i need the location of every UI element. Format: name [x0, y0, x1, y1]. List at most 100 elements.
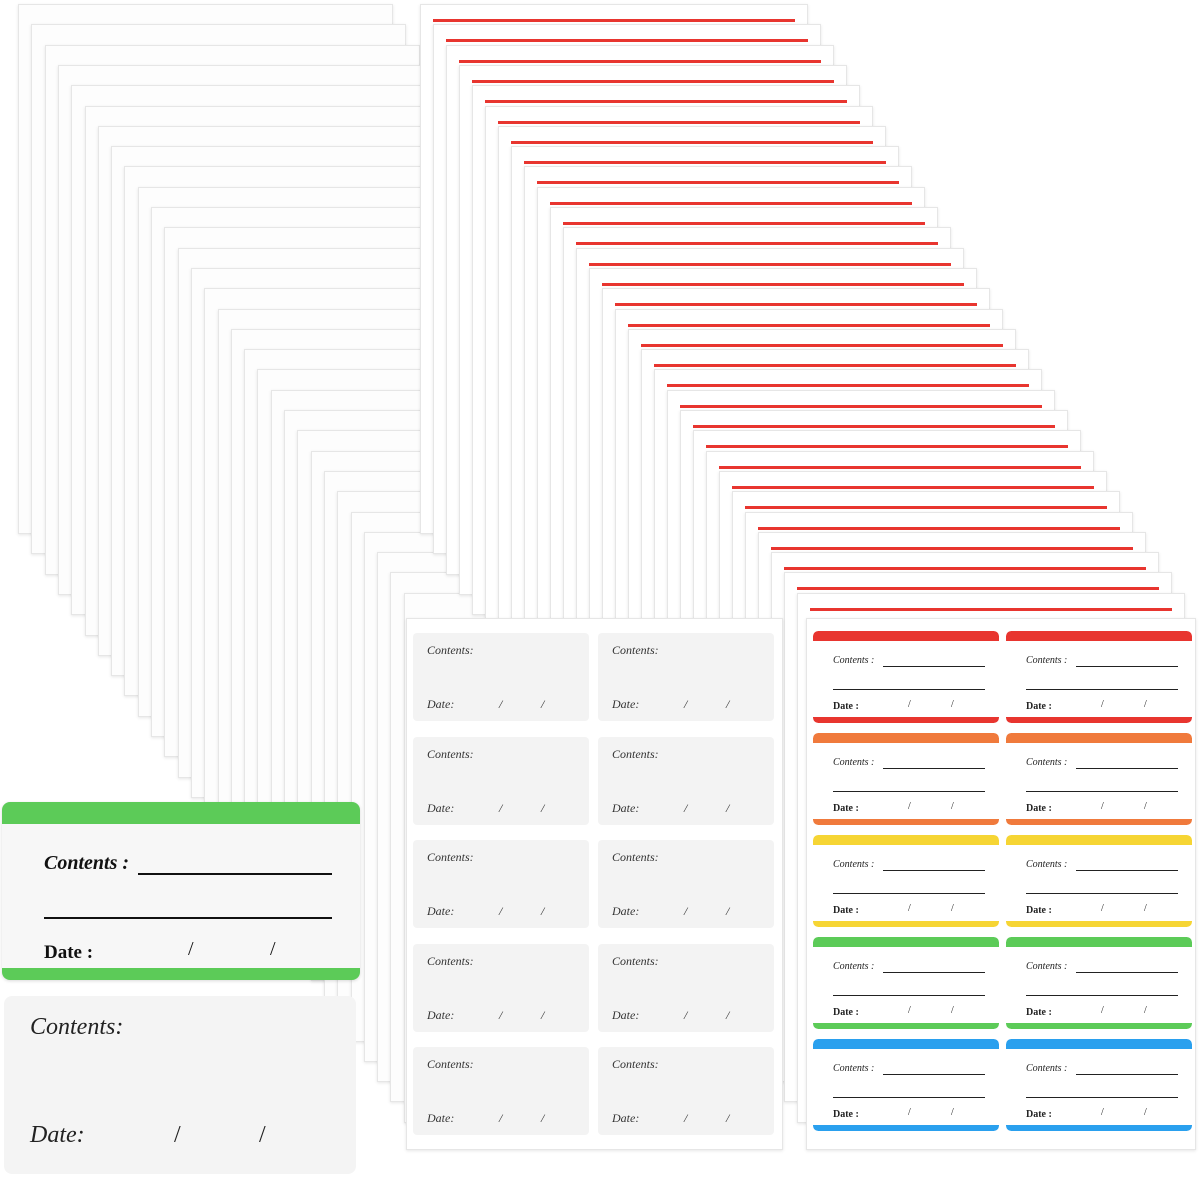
date-slash: / — [499, 800, 503, 815]
red-label-edge — [498, 120, 860, 124]
red-label-edge — [459, 59, 821, 63]
green-label-top-band — [2, 802, 360, 824]
contents-text: Contents: — [612, 953, 659, 968]
green-label: Contents : Date : / / — [1006, 937, 1192, 1029]
red-label-edge — [563, 222, 925, 225]
date-slash: / — [1101, 1005, 1104, 1016]
date-slash: / — [908, 699, 911, 710]
contents-text: Contents: — [427, 1057, 474, 1071]
second-line — [1026, 1097, 1178, 1098]
red-label-edge — [758, 526, 1120, 530]
red-label-edge — [719, 465, 1081, 469]
contents-line — [883, 666, 985, 667]
red-label-edge — [615, 303, 977, 307]
date-slash: / — [499, 1007, 503, 1022]
contents-line — [1076, 972, 1178, 973]
date-slash: / — [499, 1111, 503, 1125]
red-label-edge — [511, 140, 873, 144]
date-row: Date: / / — [612, 904, 729, 919]
contents-line — [883, 768, 985, 769]
date-text: Date: — [612, 904, 640, 918]
date-slash: / — [908, 1107, 911, 1118]
date-text: Date : — [833, 1007, 859, 1018]
date-slash: / — [908, 1005, 911, 1016]
red-label-edge — [745, 506, 1107, 510]
red-label-edge — [810, 607, 1172, 611]
contents-text: Contents : — [1026, 1063, 1068, 1074]
yellow-label-bottom-band — [1006, 921, 1192, 927]
date-slash: / — [1101, 699, 1104, 710]
red-label-edge — [550, 201, 912, 205]
date-slash: / — [1144, 801, 1147, 812]
date-slash: / — [1144, 699, 1147, 710]
green-label-bottom-band — [1006, 1023, 1192, 1029]
orange-label-top-band — [1006, 733, 1192, 743]
date-text: Date : — [1026, 1109, 1052, 1120]
yellow-label-top-band — [1006, 835, 1192, 845]
contents-text: Contents : — [833, 757, 875, 768]
red-label-edge — [641, 343, 1003, 347]
date-slash: / — [499, 904, 503, 918]
contents-text: Contents : — [833, 1063, 875, 1074]
red-label: Contents : Date : / / — [813, 631, 999, 723]
yellow-label: Contents : Date : / / — [1006, 835, 1192, 927]
second-line — [833, 893, 985, 894]
date-row: Date: / / — [427, 697, 544, 712]
contents-text: Contents: — [612, 746, 659, 761]
red-label-edge — [472, 79, 834, 83]
date-slash: / — [1144, 1107, 1147, 1118]
contents-text: Contents: — [612, 1057, 659, 1071]
red-label-edge — [576, 242, 938, 246]
red-label-edge — [485, 100, 847, 104]
date-text: Date : — [833, 1109, 859, 1120]
contents-text: Contents: — [612, 643, 659, 657]
date-text: Date: — [427, 904, 455, 918]
second-line — [833, 995, 985, 996]
date-slash: / — [726, 697, 730, 711]
green-label-contents-line — [138, 873, 332, 875]
contents-line — [1076, 768, 1178, 769]
green-label-top-band — [813, 937, 999, 947]
date-text: Date : — [1026, 701, 1052, 712]
date-slash: / — [541, 800, 545, 815]
contents-text: Contents: — [612, 850, 659, 864]
second-line — [1026, 893, 1178, 894]
contents-line — [1076, 1074, 1178, 1075]
date-text: Date: — [427, 1007, 455, 1022]
date-slash: / — [951, 903, 954, 914]
date-text: Date: — [427, 800, 455, 815]
date-row: Date: / / — [612, 697, 729, 712]
red-label: Contents : Date : / / — [1006, 631, 1192, 723]
contents-text: Contents : — [1026, 757, 1068, 768]
front-color-label-sheet: Contents : Date : / / Contents : Date : / / Cont… — [806, 618, 1196, 1150]
second-line — [833, 1097, 985, 1098]
red-label-edge — [537, 181, 899, 185]
date-text: Date : — [833, 905, 859, 916]
green-label-bottom-band — [813, 1023, 999, 1029]
date-text: Date : — [1026, 905, 1052, 916]
date-slash: / — [684, 1111, 688, 1125]
blue-label-bottom-band — [813, 1125, 999, 1131]
red-label-edge — [797, 587, 1159, 591]
green-label-top-band — [1006, 937, 1192, 947]
clear-label: Contents: Date: / / — [413, 1047, 589, 1135]
blue-label: Contents : Date : / / — [1006, 1039, 1192, 1131]
contents-text: Contents: — [427, 643, 474, 657]
red-label-edge — [433, 19, 795, 22]
clear-label-date-text: Date: — [30, 1122, 85, 1148]
clear-label: Contents: Date: / / — [413, 943, 589, 1032]
green-label: Contents : Date : / / — [813, 937, 999, 1029]
contents-text: Contents: — [427, 746, 474, 761]
contents-text: Contents : — [833, 859, 875, 870]
orange-label-top-band — [813, 733, 999, 743]
date-slash: / — [684, 697, 688, 711]
date-slash: / — [1144, 903, 1147, 914]
date-slash: / — [1101, 801, 1104, 812]
blue-label-top-band — [813, 1039, 999, 1049]
red-label-top-band — [813, 631, 999, 641]
green-label-date-text: Date : — [44, 942, 94, 963]
contents-line — [883, 972, 985, 973]
clear-label: Contents: Date: / / — [598, 943, 774, 1032]
yellow-label-top-band — [813, 835, 999, 845]
